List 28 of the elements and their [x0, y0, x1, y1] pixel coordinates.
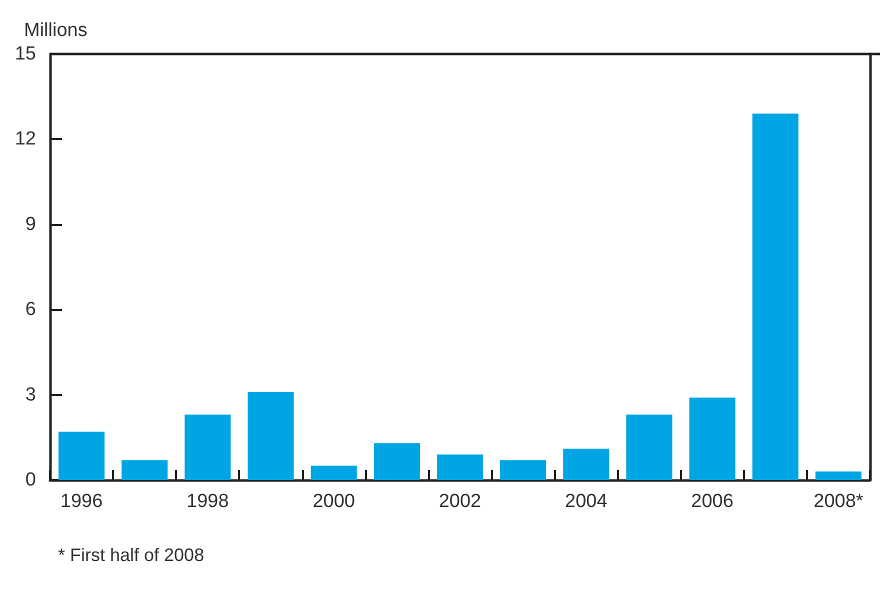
bar [122, 460, 168, 480]
bar [58, 432, 105, 480]
y-tick-label: 6 [25, 299, 36, 320]
x-tick-label: 2004 [565, 491, 608, 512]
y-tick-label: 3 [25, 384, 36, 406]
bar [310, 466, 357, 480]
bar [436, 454, 484, 480]
text: * First half of 2008 [58, 545, 204, 565]
x-tick-label: 2000 [312, 491, 355, 512]
x-tick-label: 1996 [60, 491, 103, 512]
bar [248, 392, 294, 480]
bar [752, 114, 798, 480]
bar [500, 460, 546, 480]
y-tick-label: 12 [14, 128, 36, 150]
y-tick-label: 15 [14, 44, 36, 64]
y-tick-label: 0 [25, 470, 36, 490]
x-tick-label: 2006 [691, 491, 734, 512]
x-tick-label: 2008* [814, 491, 864, 512]
bar [563, 448, 610, 480]
bar [374, 443, 420, 480]
y-tick-label: 9 [25, 214, 36, 235]
x-tick-label: 1998 [186, 491, 229, 512]
bar [184, 414, 231, 480]
bar [689, 398, 736, 480]
y-axis-title: Millions [24, 20, 88, 41]
bar [626, 414, 672, 480]
x-tick-label: 2002 [438, 491, 482, 512]
bar [815, 471, 862, 480]
